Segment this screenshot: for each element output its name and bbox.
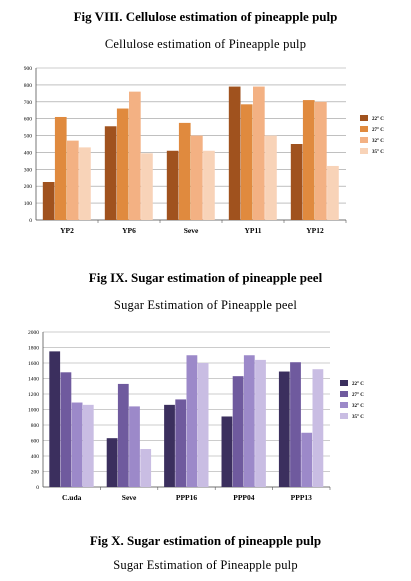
bar (278, 371, 290, 487)
legend-swatch (340, 413, 348, 419)
x-tick-label: YP12 (306, 226, 324, 235)
x-tick-label: PPP16 (176, 493, 197, 502)
bar (164, 404, 175, 487)
bar (302, 100, 315, 220)
bar (166, 150, 179, 220)
bar (117, 383, 129, 487)
legend-label: 22° C (372, 117, 384, 122)
legend-swatch (360, 115, 368, 121)
bar (129, 91, 141, 220)
bar (253, 86, 265, 220)
x-tick-label: YP6 (122, 226, 136, 235)
y-tick-label: 600 (24, 117, 33, 123)
legend-label: 22° C (352, 382, 364, 387)
x-tick-label: YP2 (60, 226, 74, 235)
bar (42, 182, 55, 220)
legend-swatch (360, 126, 368, 132)
y-tick-label: 0 (36, 485, 39, 491)
bar (312, 369, 324, 487)
bar (82, 404, 94, 487)
bar (203, 150, 215, 220)
legend-swatch (340, 391, 348, 397)
bar (79, 147, 91, 220)
bar (54, 116, 67, 220)
bar (228, 86, 241, 220)
bar (197, 363, 209, 487)
bar (67, 140, 79, 220)
bar (290, 144, 303, 220)
bar (71, 402, 83, 487)
legend-label: 32° C (352, 404, 364, 409)
x-tick-label: Seve (122, 493, 137, 502)
y-tick-label: 100 (24, 201, 33, 207)
x-tick-label: YP11 (244, 226, 261, 235)
legend-label: 32° C (372, 139, 384, 144)
bar (178, 122, 191, 220)
legend-swatch (360, 137, 368, 143)
y-tick-label: 700 (24, 100, 33, 106)
bar (221, 416, 233, 487)
bar (106, 438, 118, 487)
x-tick-label: Seve (184, 226, 199, 235)
y-tick-label: 400 (24, 150, 33, 156)
y-tick-label: 200 (24, 184, 33, 190)
bar (290, 362, 301, 487)
bar (265, 135, 277, 220)
y-tick-label: 800 (31, 423, 40, 429)
bar (301, 432, 313, 487)
y-tick-label: 0 (29, 218, 32, 224)
bar (140, 449, 152, 487)
legend-label: 27° C (372, 128, 384, 133)
bar (141, 153, 153, 220)
y-tick-label: 400 (31, 454, 40, 460)
y-tick-label: 1800 (28, 346, 39, 352)
y-tick-label: 200 (31, 470, 40, 476)
bar (315, 101, 327, 220)
bar (243, 355, 255, 487)
figure-caption: Fig IX. Sugar estimation of pineapple pe… (88, 270, 323, 285)
y-tick-label: 1400 (28, 377, 39, 383)
legend-swatch (340, 380, 348, 386)
legend-swatch (360, 148, 368, 154)
y-tick-label: 1000 (28, 408, 39, 414)
bar (116, 108, 129, 220)
y-tick-label: 500 (24, 134, 33, 140)
chart-title: Sugar Estimation of Pineapple peel (113, 298, 298, 312)
bar (49, 351, 61, 487)
bar (175, 399, 187, 487)
y-tick-label: 900 (24, 66, 33, 72)
figure-caption: Fig X. Sugar estimation of pineapple pul… (89, 533, 322, 548)
x-tick-label: PPP13 (291, 493, 312, 502)
bar (232, 376, 244, 487)
legend-label: 27° C (352, 393, 364, 398)
bar (327, 165, 339, 220)
x-tick-label: C.uda (62, 493, 82, 502)
legend-label: 35° C (372, 150, 384, 155)
legend-swatch (340, 402, 348, 408)
y-tick-label: 2000 (28, 330, 39, 336)
bar (240, 104, 253, 220)
figure-caption: Fig VIII. Cellulose estimation of pineap… (73, 9, 338, 24)
bar (104, 126, 117, 220)
bar (186, 355, 198, 487)
y-tick-label: 300 (24, 167, 33, 173)
bar-chart-sugar-peel: 0 200 400 600 800 1000 1200 1400 1600 1800 2000 C.u… (28, 330, 364, 502)
chart-title: Sugar Estimation of Pineapple pulp (113, 558, 298, 572)
bar (191, 135, 203, 220)
legend-label: 35° C (352, 415, 364, 420)
bar (60, 372, 72, 487)
x-tick-label: PPP04 (233, 493, 254, 502)
y-tick-label: 600 (31, 439, 40, 445)
bar (255, 359, 266, 487)
y-tick-label: 1600 (28, 361, 39, 367)
y-tick-label: 800 (24, 83, 33, 89)
bar (129, 406, 140, 487)
bar-chart-cellulose-pulp: 0 100 200 300 400 500 600 700 800 900 YP2 YP6 Seve YP… (24, 66, 384, 235)
y-tick-label: 1200 (28, 392, 39, 398)
chart-title: Cellulose estimation of Pineapple pulp (104, 37, 307, 51)
